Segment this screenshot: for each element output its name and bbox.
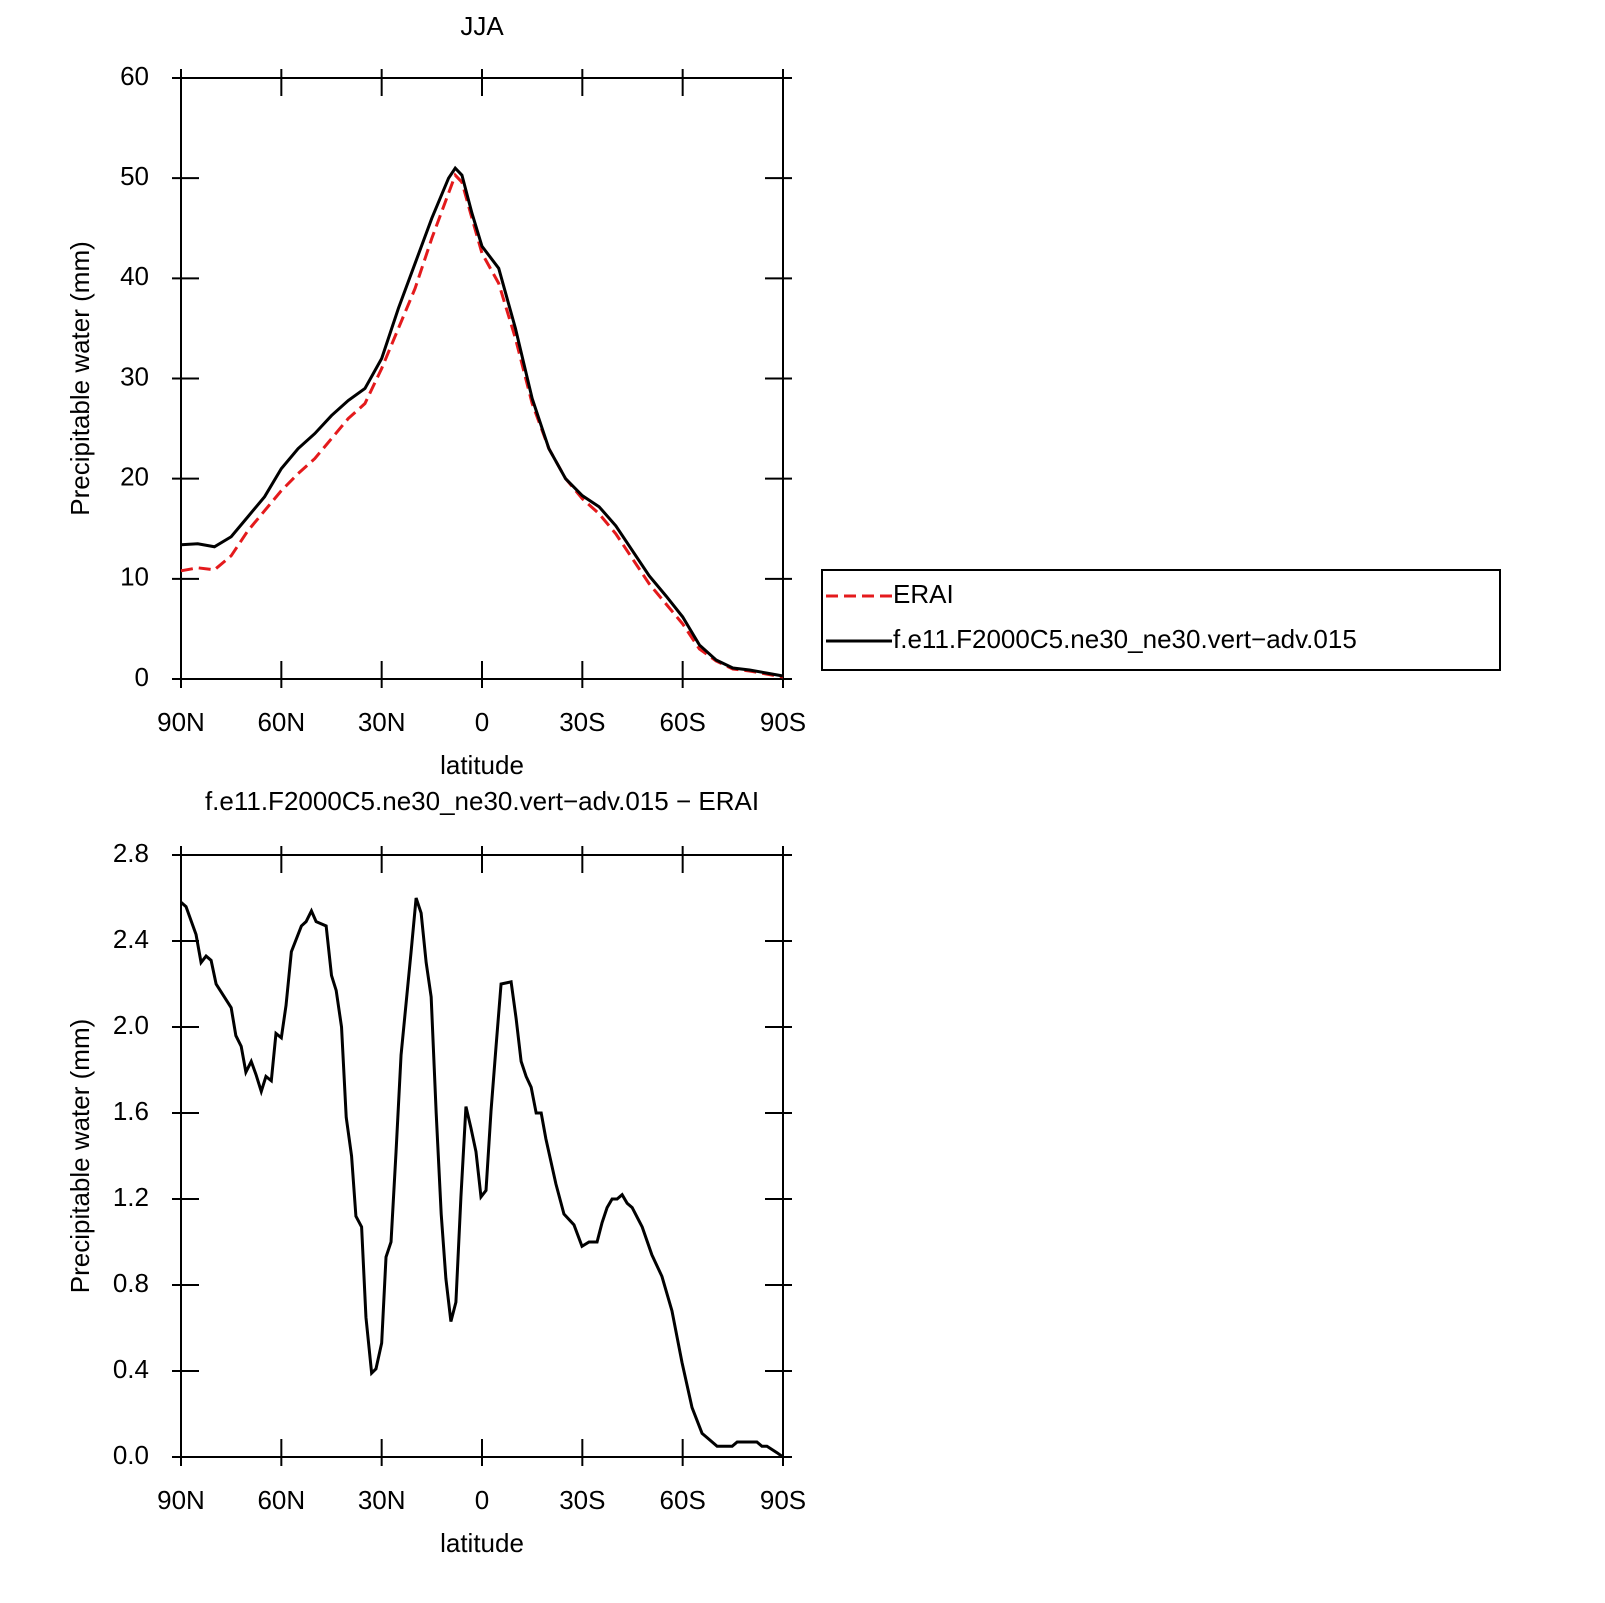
y-tick-label: 0.8 — [113, 1268, 149, 1298]
y-tick-label: 1.2 — [113, 1182, 149, 1212]
data-line — [180, 172, 784, 679]
y-tick-label: 40 — [120, 261, 149, 291]
x-tick-label: 60N — [257, 707, 305, 737]
x-axis-label: latitude — [440, 1528, 524, 1558]
x-tick-label: 90N — [157, 707, 205, 737]
y-tick-label: 0 — [135, 662, 149, 692]
y-tick-label: 2.4 — [113, 924, 149, 954]
y-tick-label: 2.0 — [113, 1010, 149, 1040]
y-tick-label: 10 — [120, 562, 149, 592]
data-line — [180, 897, 784, 1459]
legend-label: f.e11.F2000C5.ne30_ne30.vert−adv.015 — [893, 624, 1357, 654]
x-tick-label: 0 — [475, 707, 489, 737]
x-tick-label: 30N — [358, 1485, 406, 1515]
x-tick-label: 90N — [157, 1485, 205, 1515]
plot-frame — [180, 77, 784, 680]
x-tick-label: 30S — [559, 1485, 605, 1515]
y-tick-label: 60 — [120, 61, 149, 91]
y-tick-label: 1.6 — [113, 1096, 149, 1126]
x-axis-label: latitude — [440, 750, 524, 780]
y-tick-label: 0.4 — [113, 1354, 149, 1384]
x-tick-label: 60S — [660, 1485, 706, 1515]
chart-title: JJA — [460, 11, 504, 41]
x-tick-label: 90S — [760, 1485, 806, 1515]
legend-box — [821, 569, 1501, 671]
x-tick-label: 30N — [358, 707, 406, 737]
x-tick-label: 60S — [660, 707, 706, 737]
y-tick-label: 20 — [120, 462, 149, 492]
x-tick-label: 90S — [760, 707, 806, 737]
plot-frame — [180, 854, 784, 1458]
x-tick-label: 60N — [257, 1485, 305, 1515]
y-tick-label: 50 — [120, 161, 149, 191]
chart-title: f.e11.F2000C5.ne30_ne30.vert−adv.015 − E… — [205, 786, 759, 816]
y-tick-label: 30 — [120, 361, 149, 391]
x-tick-label: 30S — [559, 707, 605, 737]
y-axis-label: Precipitable water (mm) — [65, 1019, 95, 1294]
legend-label: ERAI — [893, 579, 954, 609]
y-axis-label: Precipitable water (mm) — [65, 241, 95, 516]
x-tick-label: 0 — [475, 1485, 489, 1515]
y-tick-label: 0.0 — [113, 1440, 149, 1470]
data-line — [180, 165, 784, 678]
y-tick-label: 2.8 — [113, 838, 149, 868]
